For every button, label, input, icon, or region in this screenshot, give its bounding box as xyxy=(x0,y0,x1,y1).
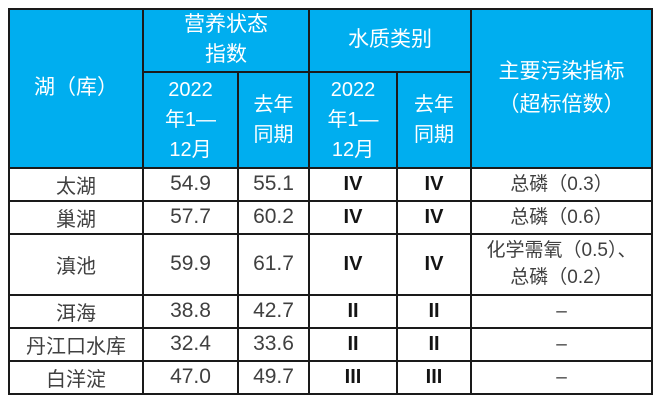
nutrition-index-2022-cell: 47.0 xyxy=(142,359,239,395)
nutrition-index-prev-cell: 49.7 xyxy=(237,359,310,395)
nutrition-index-2022-cell: 59.9 xyxy=(142,232,239,296)
header-row-groups: 湖（库） 营养状态 指数 水质类别 主要污染指标 （超标倍数） xyxy=(8,8,653,169)
water-quality-prev-cell: IV xyxy=(396,166,472,202)
water-quality-prev-cell: II xyxy=(396,326,472,362)
header-row-periods: 2022 年1— 12月 去年 同期 2022 年1— 12月 去年 同期 xyxy=(9,70,652,169)
nutrition-index-prev-cell: 60.2 xyxy=(237,199,310,235)
pollutant-cell: 总磷（0.6） xyxy=(470,199,653,235)
water-quality-2022-cell: II xyxy=(308,326,398,362)
table-header: 湖（库） 营养状态 指数 水质类别 主要污染指标 （超标倍数） 2022 年1—… xyxy=(8,8,653,169)
water-quality-2022-cell: IV xyxy=(308,199,398,235)
water-quality-prev-cell: IV xyxy=(396,232,472,296)
header-water-quality-group: 水质类别 xyxy=(308,8,472,73)
header-quality-2022-period: 2022 年1— 12月 xyxy=(308,70,398,169)
nutrition-index-prev-cell: 42.7 xyxy=(237,293,310,329)
header-nutrition-2022-period: 2022 年1— 12月 xyxy=(142,70,239,169)
pollutant-cell: – xyxy=(470,293,653,329)
nutrition-index-2022-cell: 54.9 xyxy=(142,166,239,202)
water-quality-prev-cell: II xyxy=(396,293,472,329)
table-row: 洱海 38.8 42.7 II II – xyxy=(8,293,653,329)
header-quality-prev-period: 去年 同期 xyxy=(396,70,472,169)
nutrition-index-2022-cell: 38.8 xyxy=(142,293,239,329)
nutrition-index-2022-cell: 57.7 xyxy=(142,199,239,235)
table-row: 白洋淀 47.0 49.7 III III – xyxy=(8,359,653,395)
water-quality-table: 湖（库） 营养状态 指数 水质类别 主要污染指标 （超标倍数） 2022 年1—… xyxy=(8,8,653,395)
header-lake: 湖（库） xyxy=(8,8,144,169)
nutrition-index-prev-cell: 55.1 xyxy=(237,166,310,202)
nutrition-index-2022-cell: 32.4 xyxy=(142,326,239,362)
pollutant-cell: – xyxy=(470,326,653,362)
water-quality-2022-cell: III xyxy=(308,359,398,395)
pollutant-cell: – xyxy=(470,359,653,395)
water-quality-prev-cell: IV xyxy=(396,199,472,235)
table-body: 太湖 54.9 55.1 IV IV 总磷（0.3） 巢湖 57.7 60.2 … xyxy=(8,166,653,395)
table-row: 巢湖 57.7 60.2 IV IV 总磷（0.6） xyxy=(8,199,653,235)
water-quality-prev-cell: III xyxy=(396,359,472,395)
water-quality-2022-cell: IV xyxy=(308,232,398,296)
lake-name-cell: 滇池 xyxy=(8,232,144,296)
lake-name-cell: 洱海 xyxy=(8,293,144,329)
nutrition-index-prev-cell: 61.7 xyxy=(237,232,310,296)
pollutant-cell: 总磷（0.3） xyxy=(470,166,653,202)
table-row: 丹江口水库 32.4 33.6 II II – xyxy=(8,326,653,362)
lake-name-cell: 丹江口水库 xyxy=(8,326,144,362)
header-nutrition-index-group: 营养状态 指数 xyxy=(142,8,310,73)
table-row: 滇池 59.9 61.7 IV IV 化学需氧（0.5）、 总磷（0.2） xyxy=(8,232,653,296)
lake-name-cell: 太湖 xyxy=(8,166,144,202)
table-row: 太湖 54.9 55.1 IV IV 总磷（0.3） xyxy=(8,166,653,202)
water-quality-2022-cell: IV xyxy=(308,166,398,202)
water-quality-2022-cell: II xyxy=(308,293,398,329)
lake-name-cell: 巢湖 xyxy=(8,199,144,235)
lake-name-cell: 白洋淀 xyxy=(8,359,144,395)
header-main-pollutants: 主要污染指标 （超标倍数） xyxy=(470,8,653,169)
pollutant-cell: 化学需氧（0.5）、 总磷（0.2） xyxy=(470,232,653,296)
header-nutrition-prev-period: 去年 同期 xyxy=(237,70,310,169)
nutrition-index-prev-cell: 33.6 xyxy=(237,326,310,362)
